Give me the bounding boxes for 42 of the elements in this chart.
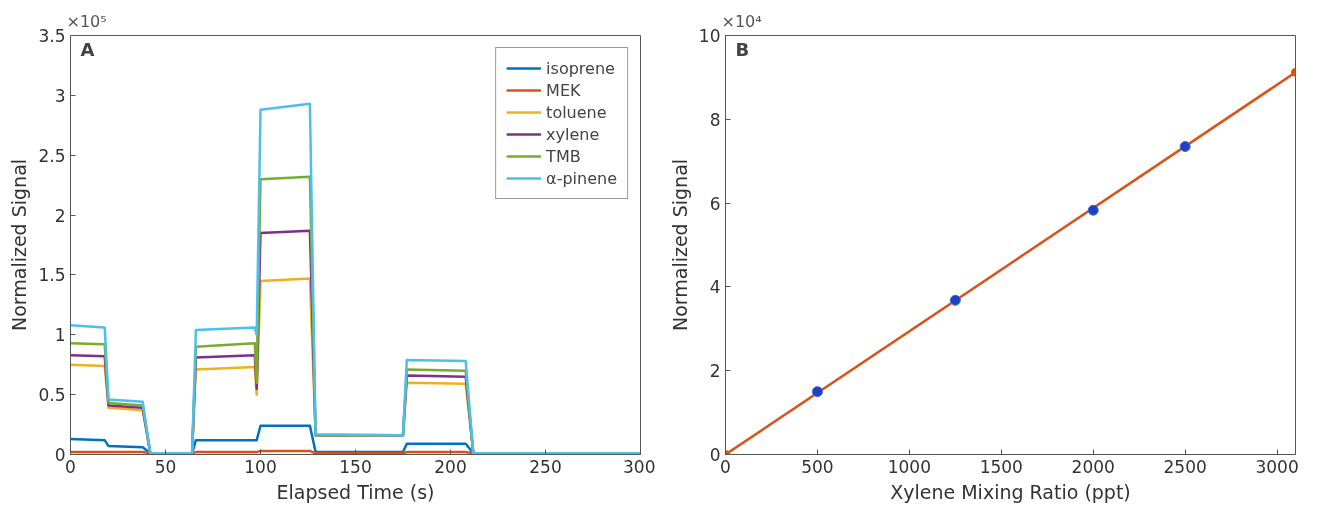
x-tick-label: 300 [623, 456, 656, 477]
text: ×10⁴ [721, 11, 762, 31]
x-tick-label: 3000 [1255, 456, 1299, 477]
legend-label: α-pinene [546, 168, 617, 188]
x-tick-label: 1000 [887, 456, 931, 477]
y-axis-title: Normalized Signal [8, 158, 31, 332]
y-axis-title: Normalized Signal [668, 158, 691, 332]
x-axis-title: Elapsed Time (s) [276, 480, 435, 503]
y-tick-label: 10 [698, 26, 721, 46]
legend-label: TMB [546, 146, 581, 166]
x-tick-label: 2000 [1071, 456, 1115, 477]
annotation: A [80, 38, 95, 60]
legend-label: MEK [546, 80, 581, 100]
x-tick-label: 2500 [1163, 456, 1207, 477]
annotation: B [735, 38, 750, 60]
point [1179, 141, 1191, 153]
y-tick-label: 1.5 [38, 265, 66, 286]
y-tick-label: 4 [709, 277, 721, 298]
y-tick-label: 3.5 [38, 26, 66, 46]
y-tick-label: 2 [54, 205, 66, 226]
y-tick-label: 2.5 [38, 145, 66, 166]
x-tick-label: 100 [244, 456, 277, 477]
legend-label: toluene [546, 102, 607, 122]
y-tick-label: 2 [709, 361, 721, 382]
y-tick-label: 8 [709, 109, 721, 130]
text: ×10⁵ [66, 11, 107, 31]
x-axis-title: Xylene Mixing Ratio (ppt) [890, 480, 1131, 503]
x-tick-label: 150 [339, 456, 372, 477]
y-tick-label: 1 [54, 325, 66, 346]
legend-label: xylene [546, 124, 600, 144]
point [811, 386, 823, 398]
x-tick-label: 250 [529, 456, 562, 477]
point [949, 294, 961, 306]
y-tick-label: 3 [54, 85, 66, 106]
point [1087, 204, 1099, 216]
x-tick-label: 1500 [979, 456, 1023, 477]
y-tick-label: 0.5 [38, 385, 66, 406]
legend-label: isoprene [546, 58, 615, 78]
x-tick-label: 200 [434, 456, 467, 477]
y-tick-label: 6 [709, 193, 721, 214]
x-tick-label: 500 [801, 456, 834, 477]
x-tick-label: 50 [154, 456, 177, 477]
